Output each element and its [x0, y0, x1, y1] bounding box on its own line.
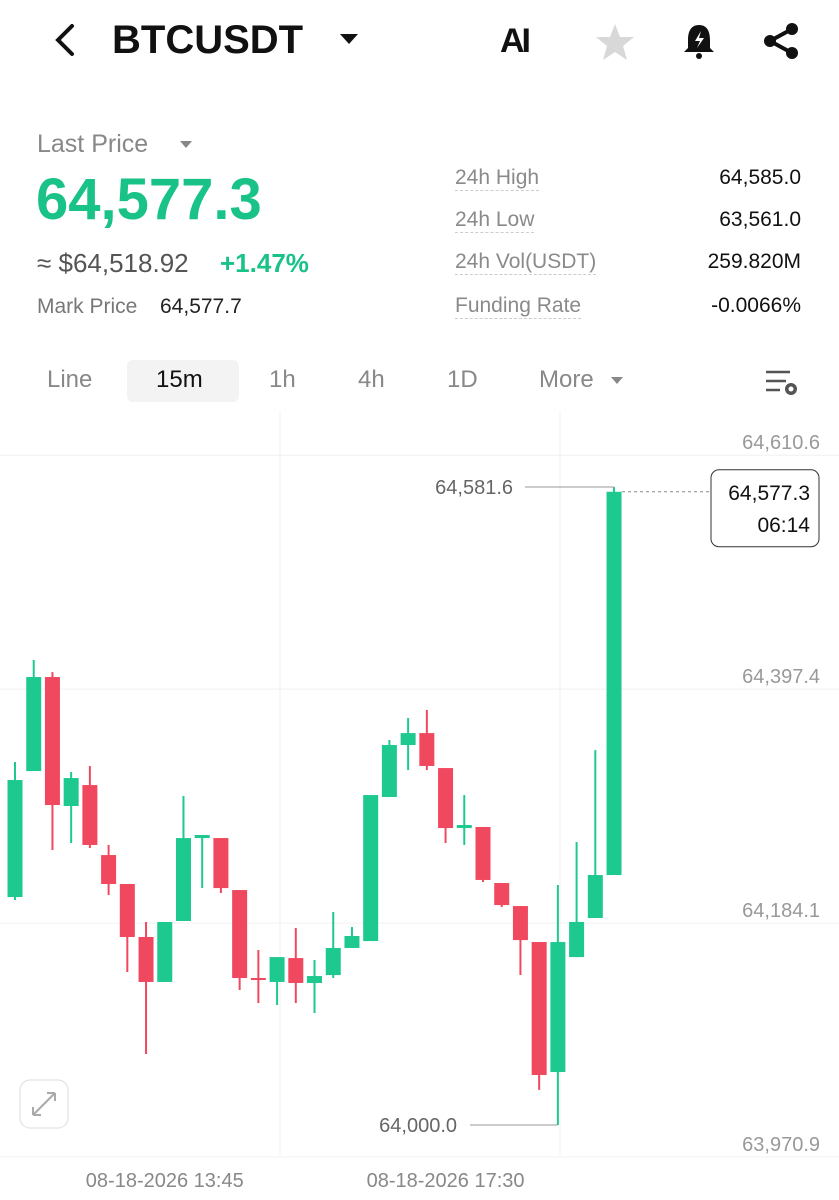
x-tick-label: 08-18-2026 13:45 — [86, 1170, 244, 1192]
symbol-dropdown[interactable] — [338, 32, 360, 46]
last-price-label: 64,577.3 — [728, 482, 810, 505]
candle-body — [175, 838, 191, 921]
stat-label: 24h Vol(USDT) — [455, 250, 597, 275]
chart-settings[interactable] — [764, 368, 802, 398]
back-button[interactable] — [50, 20, 80, 60]
symbol[interactable]: BTCUSDT — [112, 18, 304, 62]
price-change: +1.47% — [220, 248, 309, 278]
candle-body — [194, 834, 210, 839]
candle-body — [101, 855, 117, 885]
candle-body — [494, 883, 510, 906]
candle-body — [325, 947, 341, 976]
candle-body — [44, 677, 60, 806]
candle-body — [63, 778, 79, 807]
expand-icon — [32, 1092, 56, 1116]
stat-value: -0.0066% — [711, 294, 801, 317]
y-tick-label: 64,397.4 — [742, 666, 820, 688]
tab[interactable]: 4h — [358, 366, 385, 393]
candle-body — [606, 491, 622, 876]
candle-body — [569, 921, 585, 958]
low-label: 64,000.0 — [379, 1115, 457, 1137]
stat-label: 24h High — [455, 166, 540, 191]
mark-price: 64,577.7 — [160, 295, 242, 318]
chart: 64,610.6 64,397.4 64,184.1 63,970.9 08-18-20… — [0, 410, 839, 1192]
candle-body — [587, 875, 603, 919]
candle-body — [269, 957, 285, 982]
y-tick-label: 63,970.9 — [742, 1134, 820, 1156]
candle-body — [250, 978, 266, 981]
stat-label: Funding Rate — [455, 294, 582, 319]
candle-body — [119, 884, 135, 937]
candle-body — [475, 826, 491, 880]
candle-body — [363, 795, 379, 942]
share-button[interactable] — [762, 22, 800, 60]
stat-value: 64,585.0 — [719, 166, 801, 189]
mark-price-label: Mark Price — [37, 295, 138, 318]
high-label: 64,581.6 — [435, 477, 513, 499]
last-price: 64,577.3 — [36, 167, 262, 232]
price-type-dropdown[interactable] — [178, 139, 194, 149]
stat-label: 24h Low — [455, 208, 535, 233]
tab[interactable]: More — [539, 366, 594, 393]
candle-body — [419, 733, 435, 766]
tab-highlight — [127, 360, 239, 402]
tab[interactable]: Line — [47, 366, 93, 393]
candle-body — [550, 942, 566, 1073]
candle-body — [512, 906, 528, 941]
candle-body — [288, 958, 304, 983]
price-type[interactable]: Last Price — [37, 130, 149, 158]
x-tick-label: 08-18-2026 17:30 — [367, 1170, 525, 1192]
candle-body — [157, 921, 173, 982]
candle-body — [232, 890, 248, 979]
candle-body — [381, 745, 397, 798]
last-price-box — [710, 469, 820, 548]
candle-body — [138, 936, 154, 982]
candle-body — [307, 976, 323, 983]
candle-body — [400, 733, 416, 746]
candle-body — [213, 838, 229, 889]
stat-value: 259.820M — [707, 250, 801, 273]
candle-body — [344, 936, 360, 948]
tab-caret — [611, 377, 623, 384]
y-tick-label: 64,184.1 — [742, 900, 820, 922]
usd-price: ≈ $64,518.92 — [37, 248, 189, 278]
candle-body — [438, 768, 454, 829]
tab[interactable]: 15m — [156, 366, 203, 393]
candle-body — [7, 780, 23, 898]
y-tick-label: 64,610.6 — [742, 432, 820, 454]
candle-body — [82, 785, 98, 845]
candle-body — [531, 942, 547, 1075]
tab[interactable]: 1D — [447, 366, 478, 393]
stat-value: 63,561.0 — [719, 208, 801, 231]
candle-body — [456, 825, 472, 829]
tab[interactable]: 1h — [269, 366, 296, 393]
alert-button[interactable] — [682, 22, 716, 60]
favorite-button[interactable] — [594, 22, 636, 62]
countdown: 06:14 — [757, 514, 810, 537]
ai-button[interactable]: AI — [500, 22, 531, 60]
candle-body — [26, 677, 42, 772]
